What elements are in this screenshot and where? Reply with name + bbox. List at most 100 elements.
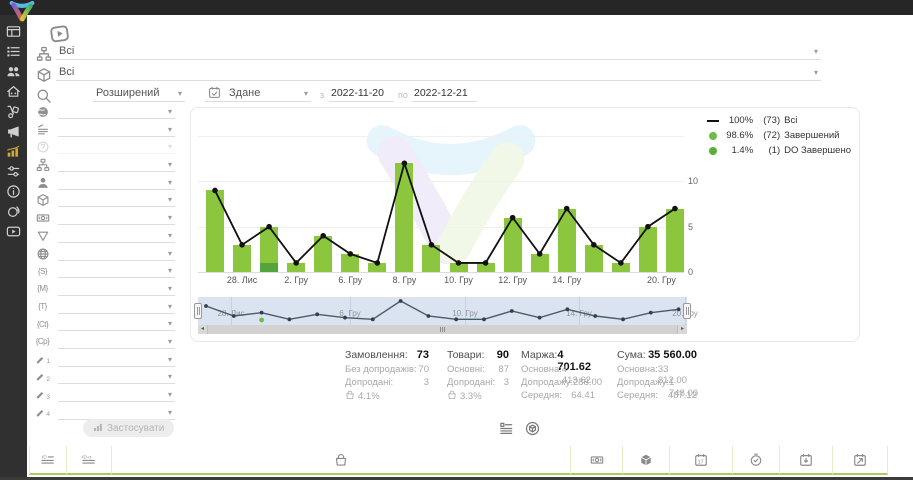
bar-segment-completed (584, 244, 603, 272)
token-s-icon: {S} (37, 266, 48, 276)
legend-item-2[interactable]: 1.4% (1) DO Завершено (705, 143, 851, 158)
filter-select-13[interactable]: ▾ (58, 337, 175, 349)
scroll-left-arrow[interactable]: ◂ (198, 325, 207, 334)
search-mode-select[interactable]: Розширений ▾ (93, 87, 185, 102)
navigator-tick-label: 28. Лис (217, 309, 245, 318)
cube-circle-icon (525, 421, 539, 436)
filter-select-1[interactable]: ▾ (58, 125, 175, 137)
stat-title-row: Замовлення: 73 (345, 349, 429, 364)
app-logo-icon[interactable] (7, 0, 37, 28)
chevron-down-icon: ▾ (167, 230, 172, 240)
x-tick-label: 12. Гру (498, 275, 528, 285)
filter-select-6[interactable]: ▾ (58, 213, 175, 226)
filter-select-2: ▾ (58, 142, 175, 155)
sidebar-item-purchases[interactable] (6, 104, 21, 119)
stat-title: Товари: (447, 349, 485, 361)
navigator-tick-label: 6. Гру (339, 309, 361, 318)
bar-segment-completed (530, 253, 549, 272)
filter-select-12[interactable]: ▾ (58, 319, 175, 332)
pencil-4-icon: 4 (35, 406, 50, 420)
navigator-scrollbar[interactable]: ◂ ▸ (198, 325, 687, 334)
bar-segment-completed (611, 262, 630, 272)
bar-day-15 (611, 262, 630, 272)
filter-row-hierarchy: ▾ (35, 158, 175, 173)
bar-segment-completed (287, 262, 306, 272)
filter-select-11[interactable]: ▾ (58, 302, 175, 314)
sidebar-item-settings-sliders[interactable] (6, 164, 21, 179)
sidebar-item-video-tutorials[interactable] (6, 224, 21, 239)
navigator-left-handle[interactable] (194, 303, 202, 319)
legend-item-1[interactable]: 98.6% (72) Завершений (705, 128, 851, 143)
chevron-down-icon: ▾ (813, 47, 818, 56)
stat-upsell-value: 4.1% (358, 391, 380, 402)
filter-select-16[interactable]: ▾ (58, 390, 175, 402)
line-point (509, 214, 516, 221)
product-select[interactable]: Всі ▾ (56, 66, 821, 81)
stat-subvalue: 70 (418, 364, 429, 375)
sidebar-item-statistics[interactable] (6, 144, 21, 159)
stat-sublabel: Середня: (617, 390, 659, 401)
filter-select-10[interactable]: ▾ (58, 284, 175, 296)
filter-row-s: {S} ▾ (35, 265, 175, 279)
sidebar-item-language-globe[interactable] (6, 204, 21, 219)
date-from-input[interactable]: 2022-11-20 (329, 87, 394, 102)
sidebar-item-company[interactable] (6, 84, 21, 99)
date-to-input[interactable]: 2022-12-21 (412, 87, 477, 102)
line-point (347, 251, 354, 257)
sidebar-item-dashboard[interactable] (6, 24, 21, 39)
legend-item-0[interactable]: 100% (73) Всі (705, 113, 851, 128)
view-toggle-cube-circle[interactable] (524, 421, 540, 437)
filter-select-14[interactable]: ▾ (58, 355, 175, 367)
calendar-17-icon: 17 (695, 453, 707, 466)
table-col-id-dash[interactable]: ID-o (67, 446, 112, 475)
y-tick-label: 5 (688, 221, 694, 232)
bar-segment-completed (341, 253, 360, 272)
stat-sublabel: Допродажу: (521, 377, 574, 388)
apply-button[interactable]: Застосувати (83, 419, 175, 437)
scroll-right-arrow[interactable]: ▸ (678, 325, 687, 334)
view-toggle-list-toggle[interactable] (498, 421, 514, 437)
table-col-bag[interactable] (112, 446, 571, 475)
sidebar-item-marketing[interactable] (6, 124, 21, 139)
tutorial-video-button[interactable] (47, 22, 71, 43)
chevron-down-icon: ▾ (167, 177, 172, 187)
navigator-gridline (465, 297, 466, 325)
filter-select-0[interactable]: ▾ (58, 107, 175, 119)
gridline-y10 (198, 181, 684, 183)
table-col-banknote[interactable] (571, 446, 623, 475)
filter-select-7[interactable]: ▾ (58, 231, 175, 243)
sidebar-item-info[interactable] (6, 184, 21, 199)
bar-day-16 (638, 226, 657, 272)
chevron-down-icon: ▾ (177, 89, 182, 98)
x-tick-label: 28. Лис (226, 275, 258, 285)
table-col-calendar-17[interactable]: 17 (670, 446, 733, 475)
banknote-icon (35, 211, 50, 225)
navigator-right-handle[interactable] (683, 303, 691, 319)
stat-title: Сума: (617, 349, 646, 361)
filter-select-4[interactable]: ▾ (58, 178, 175, 190)
apply-button-label: Застосувати (107, 422, 165, 434)
table-col-box-solid[interactable] (623, 446, 670, 475)
filter-select-3[interactable]: ▾ (58, 160, 175, 173)
table-col-calendar-in[interactable] (780, 446, 833, 475)
filter-select-9[interactable]: ▾ (58, 266, 175, 279)
chart-navigator[interactable]: 28. Лис 6. Гру 10. Гру 14. Гру 20. Гру (198, 297, 698, 325)
date-type-select[interactable]: Здане ▾ (205, 86, 311, 102)
table-col-id-lines[interactable]: ID (29, 446, 67, 475)
filter-select-5[interactable]: ▾ (58, 195, 175, 208)
source-select[interactable]: Всі ▾ (56, 45, 821, 60)
table-col-clock-check[interactable] (733, 446, 780, 475)
stat-column-0: Замовлення: 73 Без допродажів: 70 Допродані:… (345, 349, 429, 403)
table-col-calendar-edit[interactable] (833, 446, 888, 475)
filter-select-8[interactable]: ▾ (58, 249, 175, 261)
filter-select-15[interactable]: ▾ (58, 372, 175, 385)
funnel-icon (35, 229, 50, 243)
filter-row-globe-wire: ▾ (35, 248, 175, 261)
sidebar-item-customers[interactable] (6, 64, 21, 79)
scrollbar-thumb[interactable] (207, 325, 678, 334)
date-to-label: по (398, 90, 408, 100)
stat-upsell-row: 4.1% (345, 390, 429, 403)
filter-select-17[interactable]: ▾ (58, 408, 175, 420)
box-solid-icon (640, 454, 652, 466)
sidebar-item-orders-list[interactable] (6, 44, 21, 59)
